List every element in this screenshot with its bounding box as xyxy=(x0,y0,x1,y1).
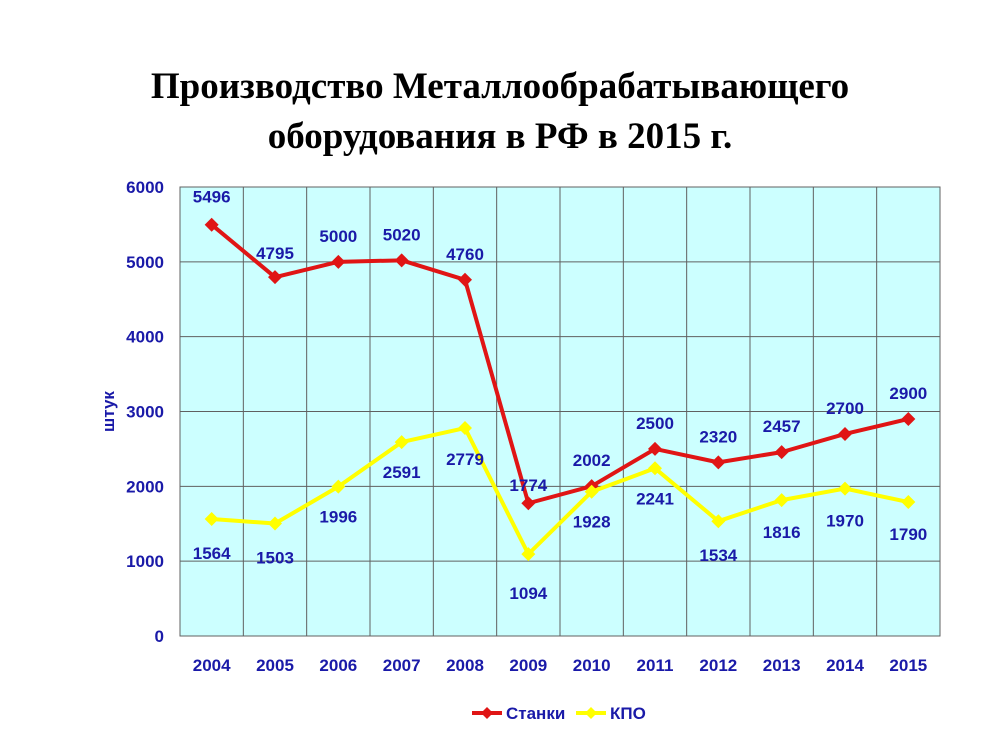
data-point xyxy=(901,495,916,510)
data-point xyxy=(648,461,662,476)
y-tick-label: 1000 xyxy=(126,552,164,571)
x-tick-label: 2006 xyxy=(319,656,357,675)
x-tick-label: 2013 xyxy=(763,656,801,675)
data-label: 2779 xyxy=(446,450,484,469)
data-point xyxy=(458,272,472,287)
data-point xyxy=(648,441,662,456)
data-point xyxy=(394,253,409,268)
data-label: 2591 xyxy=(383,463,421,482)
y-tick-label: 4000 xyxy=(126,328,164,347)
legend-label: КПО xyxy=(610,704,646,723)
y-tick-label: 6000 xyxy=(126,178,164,197)
data-point xyxy=(394,435,409,450)
data-point xyxy=(331,254,346,269)
x-tick-label: 2011 xyxy=(637,656,674,675)
data-label: 2900 xyxy=(889,384,927,403)
data-point xyxy=(838,426,852,441)
data-point xyxy=(268,270,282,285)
x-tick-label: 2012 xyxy=(699,656,737,675)
data-point xyxy=(204,217,219,232)
data-point xyxy=(521,496,536,511)
data-label: 4760 xyxy=(446,245,484,264)
chart-title-line-2: оборудования в РФ в 2015 г. xyxy=(267,116,733,157)
data-point xyxy=(521,547,536,562)
legend-label: Станки xyxy=(506,704,565,723)
y-axis-ticks: 0 1000 2000 3000 4000 5000 6000 xyxy=(126,178,164,646)
data-label: 5020 xyxy=(383,225,421,244)
data-label: 2500 xyxy=(636,414,674,433)
data-point xyxy=(711,455,726,470)
y-tick-label: 0 xyxy=(155,627,164,646)
data-label: 1928 xyxy=(573,513,611,532)
y-tick-label: 3000 xyxy=(126,403,164,422)
data-label: 4795 xyxy=(256,244,294,263)
x-axis-ticks: 2004 2005 2006 2007 2008 2009 2010 2011 2012 2013… xyxy=(193,656,927,675)
x-tick-label: 2005 xyxy=(256,656,294,675)
data-point xyxy=(838,481,852,496)
x-tick-label: 2015 xyxy=(889,656,927,675)
data-label: 1094 xyxy=(509,584,547,603)
series-line xyxy=(211,426,909,557)
data-label: 2002 xyxy=(573,451,611,470)
data-point xyxy=(204,511,219,526)
data-label: 1970 xyxy=(826,512,864,531)
series-kpo xyxy=(204,421,916,562)
legend-swatch-marker xyxy=(585,707,597,719)
legend-item: КПО xyxy=(576,704,646,723)
data-label: 1816 xyxy=(763,523,801,542)
data-label: 1534 xyxy=(699,546,737,565)
data-label: 1996 xyxy=(319,508,357,527)
x-tick-label: 2009 xyxy=(509,656,547,675)
data-point xyxy=(711,514,726,529)
data-point xyxy=(458,421,472,436)
data-label: 1564 xyxy=(193,544,231,563)
data-label: 5000 xyxy=(319,227,357,246)
series-line xyxy=(210,223,909,506)
x-tick-label: 2010 xyxy=(573,656,611,675)
x-tick-label: 2004 xyxy=(193,656,231,675)
legend-item: Станки xyxy=(472,704,565,723)
legend-swatch-marker xyxy=(481,707,493,719)
data-label: 2241 xyxy=(636,489,674,508)
data-label: 2320 xyxy=(699,427,737,446)
grid-lines xyxy=(180,186,940,637)
x-tick-label: 2008 xyxy=(446,656,484,675)
data-point xyxy=(774,445,789,460)
data-point xyxy=(584,484,599,499)
data-point xyxy=(901,411,916,426)
data-point xyxy=(331,479,346,494)
y-axis-label: штук xyxy=(99,391,118,432)
data-label: 1774 xyxy=(509,476,547,495)
data-label: 2457 xyxy=(763,417,801,436)
series-layer xyxy=(204,217,916,562)
x-tick-label: 2014 xyxy=(826,656,864,675)
y-tick-label: 5000 xyxy=(126,253,164,272)
x-tick-label: 2007 xyxy=(383,656,421,675)
data-point xyxy=(774,493,789,508)
data-label: 1790 xyxy=(889,525,927,544)
data-label: 1503 xyxy=(256,549,294,568)
data-label: 5496 xyxy=(193,188,231,207)
legend: Станки КПО xyxy=(472,704,646,723)
data-labels: 5496 4795 5000 5020 4760 1774 2002 2500 2320 2457… xyxy=(193,188,927,603)
data-point xyxy=(268,516,282,531)
data-label: 2700 xyxy=(826,399,864,418)
chart-title-line-1: Производство Металлообрабатывающего xyxy=(150,66,850,107)
y-tick-label: 2000 xyxy=(126,477,164,496)
chart-title: Производство Металлообрабатывающего обор… xyxy=(0,62,1000,162)
